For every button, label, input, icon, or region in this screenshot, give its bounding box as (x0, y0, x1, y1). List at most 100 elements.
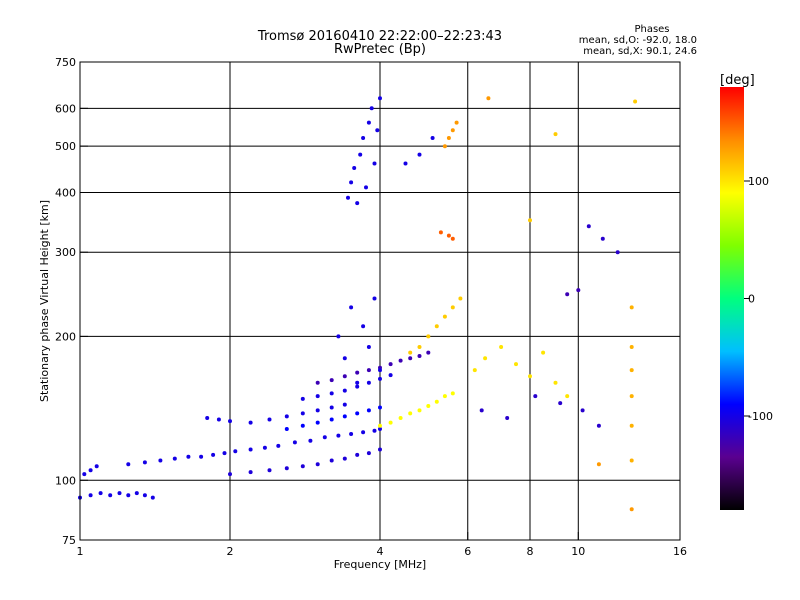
echo-point (355, 380, 360, 385)
echo-point (403, 161, 408, 166)
echo-point (292, 440, 297, 445)
echo-point (372, 428, 377, 433)
echo-point (228, 419, 232, 424)
echo-point (629, 394, 634, 399)
echo-point (172, 456, 177, 461)
echo-point (366, 451, 371, 456)
echo-point (576, 288, 581, 293)
echo-point (126, 462, 131, 467)
echo-point (205, 416, 210, 420)
echo-point (336, 433, 341, 438)
echo-point (378, 447, 382, 452)
echo-point (284, 414, 289, 419)
echo-point (315, 462, 320, 467)
echo-point (388, 420, 393, 425)
echo-point (300, 464, 305, 469)
x-tick-label: 8 (527, 545, 534, 558)
echo-point (434, 324, 439, 329)
y-tick-label: 100 (55, 474, 76, 487)
echo-point (450, 305, 455, 310)
echo-point (158, 458, 163, 463)
echo-point (150, 495, 155, 500)
y-tick-label: 400 (55, 186, 76, 199)
echo-point (378, 368, 382, 373)
echo-point (533, 394, 538, 399)
echo-point (211, 452, 216, 457)
echo-point (248, 470, 253, 475)
echo-point (82, 472, 87, 477)
colorbar-tick-label: 0 (748, 293, 755, 306)
echo-point (378, 405, 382, 410)
echo-point (408, 350, 413, 355)
echo-point (329, 458, 334, 463)
echo-point (450, 391, 455, 396)
echo-point (446, 233, 451, 238)
echo-point (528, 218, 532, 223)
x-tick-label: 16 (673, 545, 687, 558)
echo-point (426, 350, 431, 355)
echo-point (329, 405, 334, 410)
echo-point (108, 493, 113, 498)
echo-point (267, 417, 272, 422)
echo-point (355, 370, 360, 375)
x-tick-label: 6 (464, 545, 471, 558)
echo-point (361, 136, 366, 140)
echo-point (336, 334, 341, 339)
echo-point (629, 345, 634, 349)
echo-point (329, 378, 334, 383)
colorbar-label: [deg] (720, 73, 755, 88)
echo-point (434, 399, 439, 404)
echo-point (361, 430, 366, 435)
echo-point (117, 491, 122, 496)
echo-point (372, 161, 377, 166)
echo-point (199, 454, 204, 459)
echo-point (486, 96, 491, 101)
echo-point (355, 384, 360, 389)
echo-point (88, 493, 93, 498)
echo-point (378, 427, 382, 431)
echo-point (262, 445, 267, 450)
echo-point (329, 417, 334, 422)
echo-point (629, 305, 634, 310)
echo-point (355, 452, 360, 457)
y-tick-label: 500 (55, 140, 76, 153)
echo-point (565, 394, 570, 399)
echo-point (398, 416, 403, 420)
echo-point (366, 380, 371, 385)
echo-point (417, 345, 422, 349)
echo-point (346, 195, 350, 200)
echo-point (349, 180, 354, 185)
echo-point (308, 438, 313, 443)
echo-point (142, 493, 147, 498)
echo-point (615, 250, 620, 255)
x-tick-label: 10 (571, 545, 585, 558)
echo-point (417, 408, 422, 413)
y-tick-label: 750 (55, 56, 76, 69)
echo-point (134, 491, 139, 496)
echo-point (342, 402, 347, 407)
echo-point (438, 230, 443, 235)
echo-point (355, 201, 360, 206)
echo-point (315, 408, 320, 413)
chart-title: Tromsø 20160410 22:22:00–22:23:43 (257, 29, 502, 44)
x-tick-label: 2 (227, 545, 234, 558)
echo-point (366, 345, 371, 349)
echo-point (629, 458, 634, 463)
echo-point (408, 411, 413, 416)
x-axis-label: Frequency [MHz] (334, 558, 426, 571)
echo-point (388, 373, 393, 378)
echo-point (248, 447, 253, 452)
y-axis-ticks: 75 100 200 300 400 500 600 750 (55, 56, 88, 547)
echo-point (600, 236, 605, 241)
phase-stats-o: mean, sd,O: -92.0, 18.0 (579, 35, 697, 46)
echo-point (408, 356, 413, 361)
echo-point (450, 236, 455, 241)
echo-point (358, 152, 363, 157)
echo-point (483, 356, 488, 361)
echo-point (541, 350, 546, 355)
grid-lines (80, 62, 680, 540)
echo-point (342, 456, 347, 461)
echo-point (342, 356, 347, 361)
y-tick-label: 75 (62, 534, 76, 547)
echo-point (417, 354, 422, 358)
